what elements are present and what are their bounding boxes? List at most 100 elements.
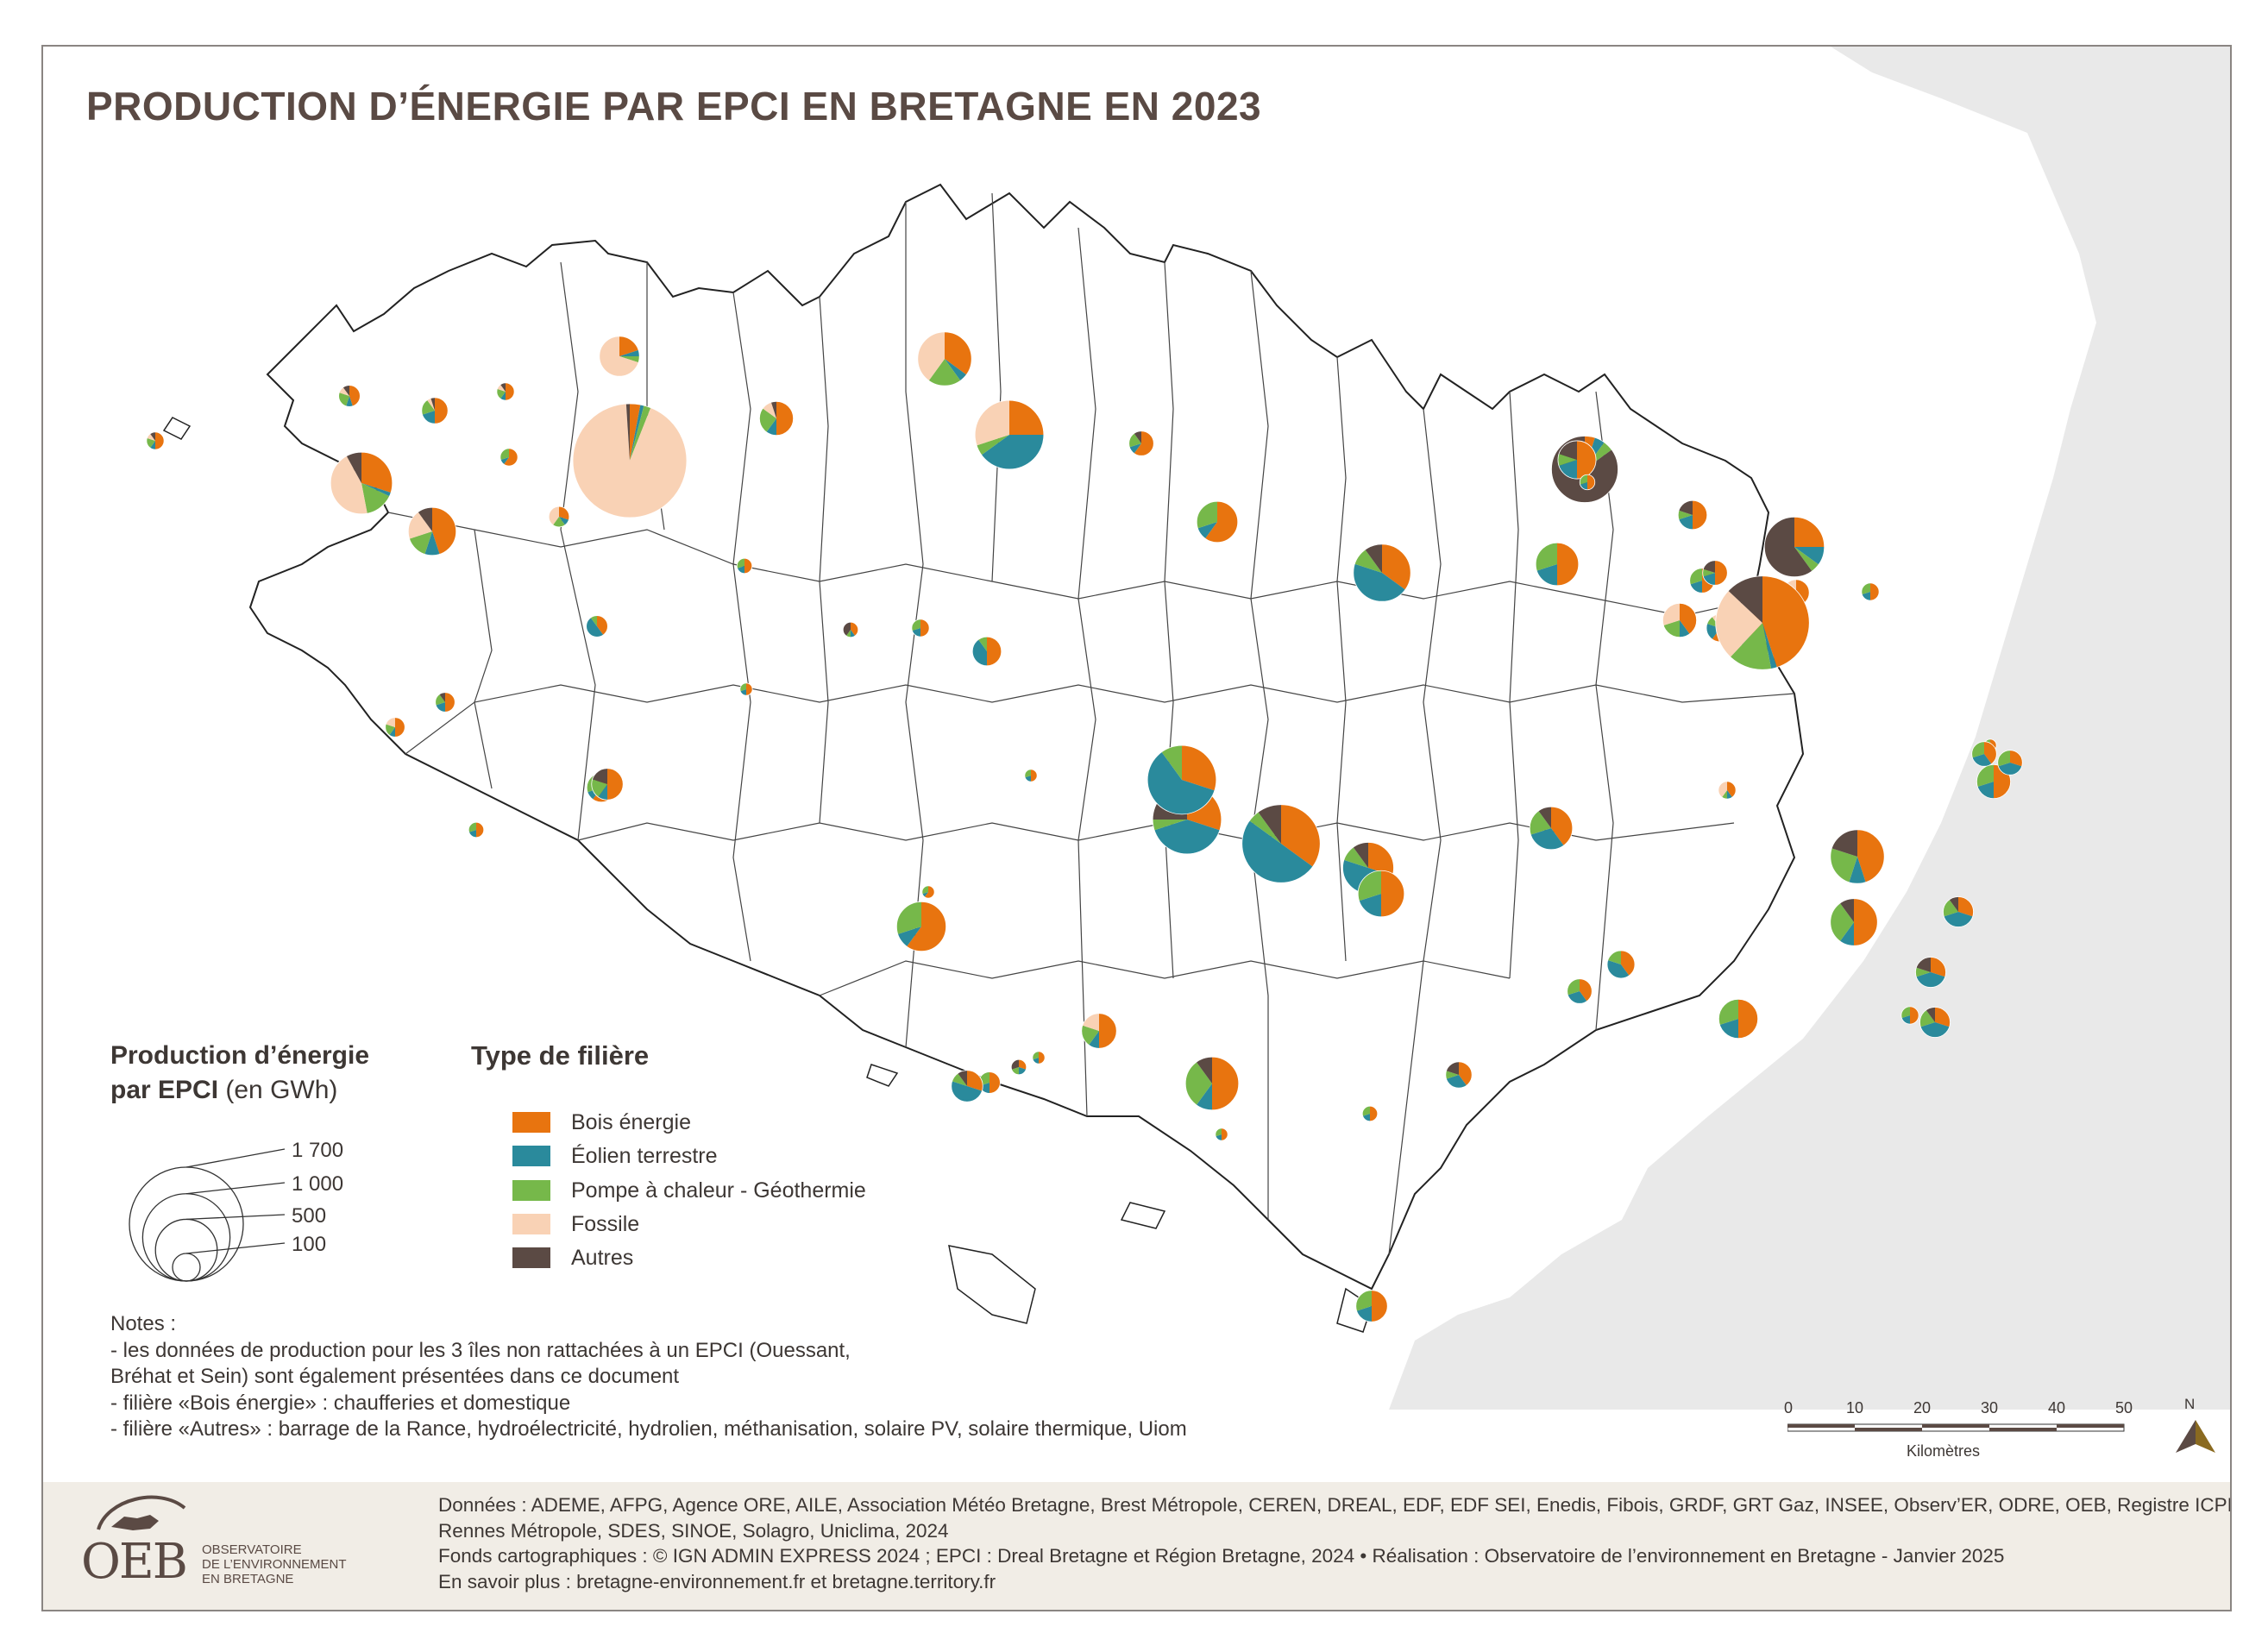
epci-pie — [1861, 582, 1880, 601]
epci-pie — [1355, 1290, 1388, 1322]
scale-tick: 10 — [1846, 1399, 1864, 1416]
epci-pie — [1579, 474, 1596, 491]
pie-outline — [407, 506, 457, 556]
pie-slice-bois — [1738, 999, 1758, 1039]
pie-slice-bois — [1381, 870, 1404, 917]
pie-slice-pac — [499, 448, 509, 461]
pie-slice-eolien — [1356, 1306, 1372, 1322]
pie-slice-pac — [1011, 1067, 1019, 1075]
pie-slice-eolien — [1129, 443, 1141, 454]
pie-slice-bois — [1580, 978, 1593, 1002]
pie-slice-pac — [146, 437, 155, 449]
epci-pie — [842, 621, 859, 638]
pie-slice-eolien — [1998, 763, 2022, 776]
pie-outline — [1024, 769, 1038, 782]
pie-slice-eolien — [436, 702, 445, 713]
pie-slice-eolien — [1606, 960, 1630, 979]
pie-slice-eolien — [1362, 1114, 1370, 1121]
pie-slice-pac — [619, 356, 640, 363]
pie-slice-pac — [435, 694, 445, 706]
size-legend-value-500: 500 — [292, 1204, 327, 1228]
pie-slice-bois — [1134, 430, 1154, 456]
pie-slice-eolien — [1196, 1084, 1212, 1110]
pie-slice-bois — [2010, 750, 2023, 767]
pie-outline — [1976, 763, 2012, 800]
pie-slice-pac — [921, 885, 928, 895]
pie-outline — [468, 821, 485, 839]
epci-pie — [330, 451, 393, 515]
epci-pie — [385, 717, 405, 738]
pie-slice-bois — [476, 822, 484, 838]
oeb-logo: OEB OBSERVATOIRE DE L’ENVIRONNEMENT EN B… — [72, 1491, 366, 1603]
pie-slice-eolien — [1089, 1031, 1099, 1049]
pie-outline — [1715, 575, 1810, 670]
pie-slice-bois — [1222, 1128, 1228, 1141]
islands — [162, 417, 1373, 1333]
pie-slice-pac — [1915, 967, 1931, 977]
pie-slice-eolien — [586, 617, 604, 638]
pie-outline — [951, 1070, 983, 1102]
scale-tick: 0 — [1784, 1399, 1794, 1416]
size-legend-leader — [185, 1148, 286, 1168]
pie-slice-pac — [1900, 1006, 1910, 1019]
pie-slice-pac — [1663, 620, 1680, 638]
pie-slice-pac — [1702, 568, 1715, 577]
pie-slice-pac — [1830, 848, 1857, 883]
pie-slice-eolien — [1901, 1015, 1910, 1025]
pie-slice-pac — [1689, 568, 1702, 585]
pie-outline — [1196, 500, 1239, 543]
epci-pie — [496, 382, 515, 401]
epci-pie — [1606, 950, 1636, 979]
pie-slice-pac — [1976, 764, 1994, 788]
logo-subtitle: OBSERVATOIRE DE L’ENVIRONNEMENT EN BRETA… — [202, 1542, 347, 1586]
pie-slice-eolien — [945, 359, 967, 381]
pie-slice-pac — [1718, 999, 1738, 1025]
epci-pie — [591, 768, 624, 801]
footer-line: Rennes Métropole, SDES, SINOE, Solagro, … — [438, 1519, 949, 1542]
pie-slice-pac — [1153, 820, 1187, 831]
epci-pie — [1915, 957, 1946, 988]
pie-slice-pac — [737, 558, 744, 568]
pie-outline — [1357, 870, 1405, 918]
footer-line: En savoir plus : bretagne-environnement.… — [438, 1570, 996, 1592]
pie-slice-eolien — [500, 457, 509, 465]
pie-outline — [338, 385, 361, 407]
pie-slice-eolien — [422, 411, 435, 424]
pie-slice-eolien — [851, 630, 856, 638]
pie-outline — [1032, 1051, 1046, 1065]
pie-outline — [385, 717, 405, 738]
pie-slice-eolien — [1197, 522, 1217, 539]
pie-slice-autres — [625, 404, 630, 461]
pie-outline — [1241, 804, 1321, 883]
epci-pie — [146, 431, 165, 450]
epci-pie — [1718, 998, 1759, 1040]
pie-slice-bois — [1935, 1007, 1951, 1027]
pie-slice-pac — [1445, 1071, 1459, 1079]
epci-pie — [1353, 543, 1411, 602]
pie-slice-bois — [607, 768, 624, 801]
legend-swatch-pac — [512, 1180, 550, 1201]
pie-slice-bois — [504, 448, 518, 467]
pie-slice-eolien — [1216, 1134, 1222, 1141]
pie-outline — [842, 621, 859, 638]
pie-slice-eolien — [619, 349, 640, 356]
pie-slice-fossile — [573, 404, 687, 518]
epci-pie — [951, 1070, 983, 1102]
pie-slice-autres — [1196, 1057, 1212, 1084]
logo-letters: OEB — [81, 1534, 188, 1590]
pie-slice-pac — [590, 615, 597, 626]
north-label: N — [2184, 1396, 2196, 1412]
pie-slice-pac — [1580, 474, 1587, 485]
footer: OEB OBSERVATOIRE DE L’ENVIRONNEMENT EN B… — [43, 1482, 2230, 1610]
pie-slice-fossile — [147, 433, 155, 441]
size-legend-value-1000: 1 000 — [292, 1172, 344, 1196]
epci-pie — [1010, 1058, 1027, 1076]
legend-label-bois: Bois énergie — [571, 1109, 691, 1134]
epci-pie — [921, 885, 935, 899]
pie-outline — [1579, 474, 1596, 491]
pie-outline — [1353, 543, 1411, 602]
legend-swatch-bois — [512, 1112, 550, 1133]
epci-pie — [1830, 898, 1878, 946]
pie-slice-eolien — [1033, 1058, 1039, 1065]
pie-outline — [1529, 806, 1574, 851]
